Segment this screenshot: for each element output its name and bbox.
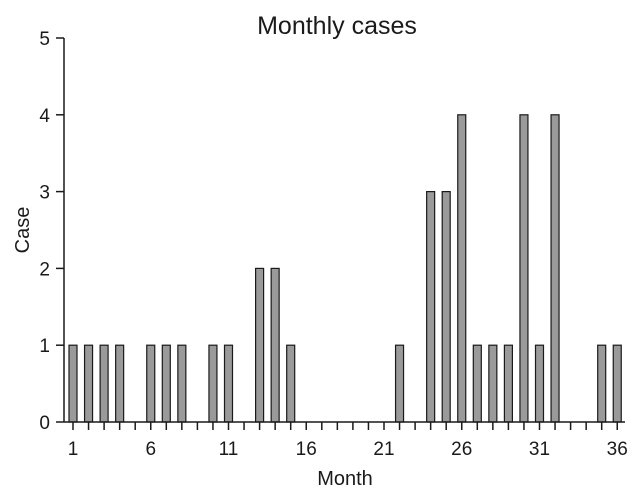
x-axis-label: Month: [317, 468, 373, 488]
bar-month-35: [597, 344, 607, 423]
bars-group: [68, 114, 622, 423]
bar-month-1: [68, 344, 78, 423]
bar-month-6: [146, 344, 156, 423]
bar-month-36: [612, 344, 622, 423]
bar-month-7: [161, 344, 171, 423]
bar-month-14: [270, 267, 280, 423]
bar-month-4: [115, 344, 125, 423]
x-tick-label-26: 26: [451, 439, 472, 460]
bar-month-2: [83, 344, 94, 423]
bar-month-13: [255, 267, 265, 423]
bar-month-26: [457, 114, 467, 423]
bar-month-27: [472, 344, 482, 423]
x-tick-label-1: 1: [68, 439, 79, 460]
bar-month-28: [488, 344, 498, 423]
bar-month-22: [394, 344, 405, 423]
bar-month-3: [99, 344, 109, 423]
x-tick-label-31: 31: [529, 439, 550, 460]
bar-month-8: [177, 344, 187, 423]
x-tick-label-16: 16: [296, 439, 317, 460]
x-tick-label-6: 6: [145, 439, 156, 460]
y-tick-label-2: 2: [39, 259, 50, 280]
y-tick-label-1: 1: [39, 336, 50, 357]
bar-month-11: [223, 344, 234, 423]
y-tick-label-0: 0: [39, 413, 50, 434]
chart-title: Monthly cases: [257, 12, 417, 40]
bar-month-25: [441, 191, 451, 423]
x-tick-label-11: 11: [219, 439, 239, 460]
y-tick-label-3: 3: [39, 183, 50, 204]
bar-month-15: [286, 344, 296, 423]
bar-month-30: [519, 114, 529, 423]
bar-month-29: [503, 344, 513, 423]
x-tick-label-36: 36: [607, 439, 628, 460]
bar-month-24: [426, 191, 436, 423]
y-axis-label: Case: [12, 207, 34, 254]
bar-month-32: [550, 114, 560, 423]
x-tick-label-21: 21: [373, 439, 394, 460]
bar-month-31: [534, 344, 545, 423]
y-tick-label-5: 5: [39, 29, 50, 50]
bar-month-10: [208, 344, 218, 423]
y-tick-label-4: 4: [39, 106, 50, 127]
